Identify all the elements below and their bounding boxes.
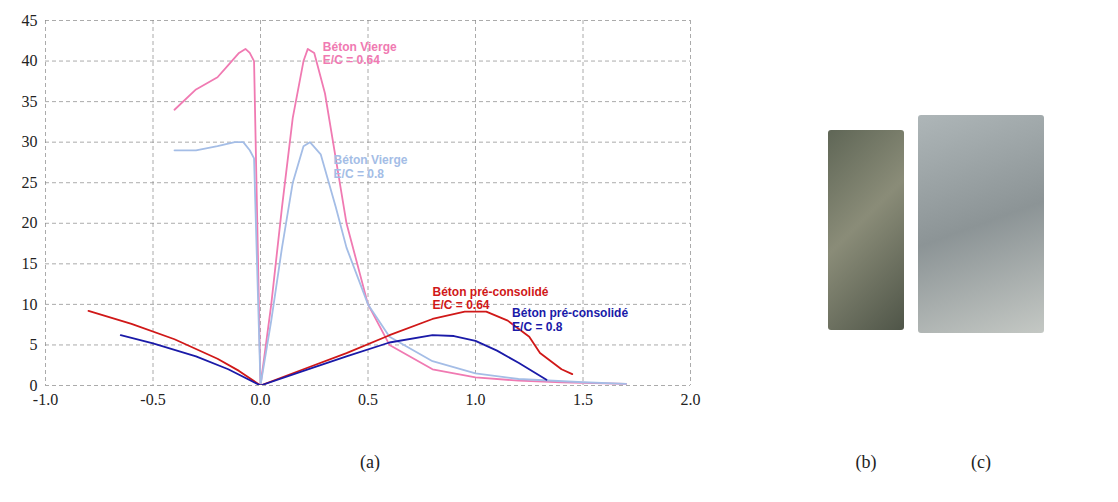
svg-text:Béton pré-consolidéE/C = 0.8: Béton pré-consolidéE/C = 0.8: [512, 306, 628, 334]
svg-text:0: 0: [30, 377, 38, 394]
html-text:(b): (b): [855, 452, 877, 472]
svg-text:0.0: 0.0: [251, 391, 271, 408]
svg-text:5: 5: [30, 336, 38, 353]
html-text:E/C = 0.64: E/C = 0.64: [432, 298, 490, 313]
html-text:(a): (a): [360, 452, 380, 472]
svg-text:15: 15: [22, 255, 38, 272]
html-text:(c): (c): [971, 452, 991, 472]
svg-text:Béton ViergeE/C = 0.64: Béton ViergeE/C = 0.64: [323, 40, 397, 68]
svg-text:40: 40: [22, 52, 38, 69]
svg-text:-1.0: -1.0: [32, 390, 59, 408]
svg-text:1.0: 1.0: [466, 391, 486, 408]
svg-text:30: 30: [22, 133, 38, 150]
svg-text:35: 35: [22, 93, 38, 110]
svg-text:0.5: 0.5: [358, 391, 378, 408]
svg-text:1.5: 1.5: [573, 391, 593, 408]
svg-text:2.0: 2.0: [681, 391, 701, 408]
svg-text:-0.5: -0.5: [140, 391, 165, 408]
svg-text:25: 25: [22, 174, 38, 191]
svg-text:45: 45: [22, 12, 38, 29]
svg-text:20: 20: [22, 214, 38, 231]
svg-text:Béton ViergeE/C = 0.8: Béton ViergeE/C = 0.8: [334, 153, 408, 181]
html-text:Béton pré-consolidé: Béton pré-consolidé: [432, 284, 549, 299]
svg-text:10: 10: [22, 296, 38, 313]
